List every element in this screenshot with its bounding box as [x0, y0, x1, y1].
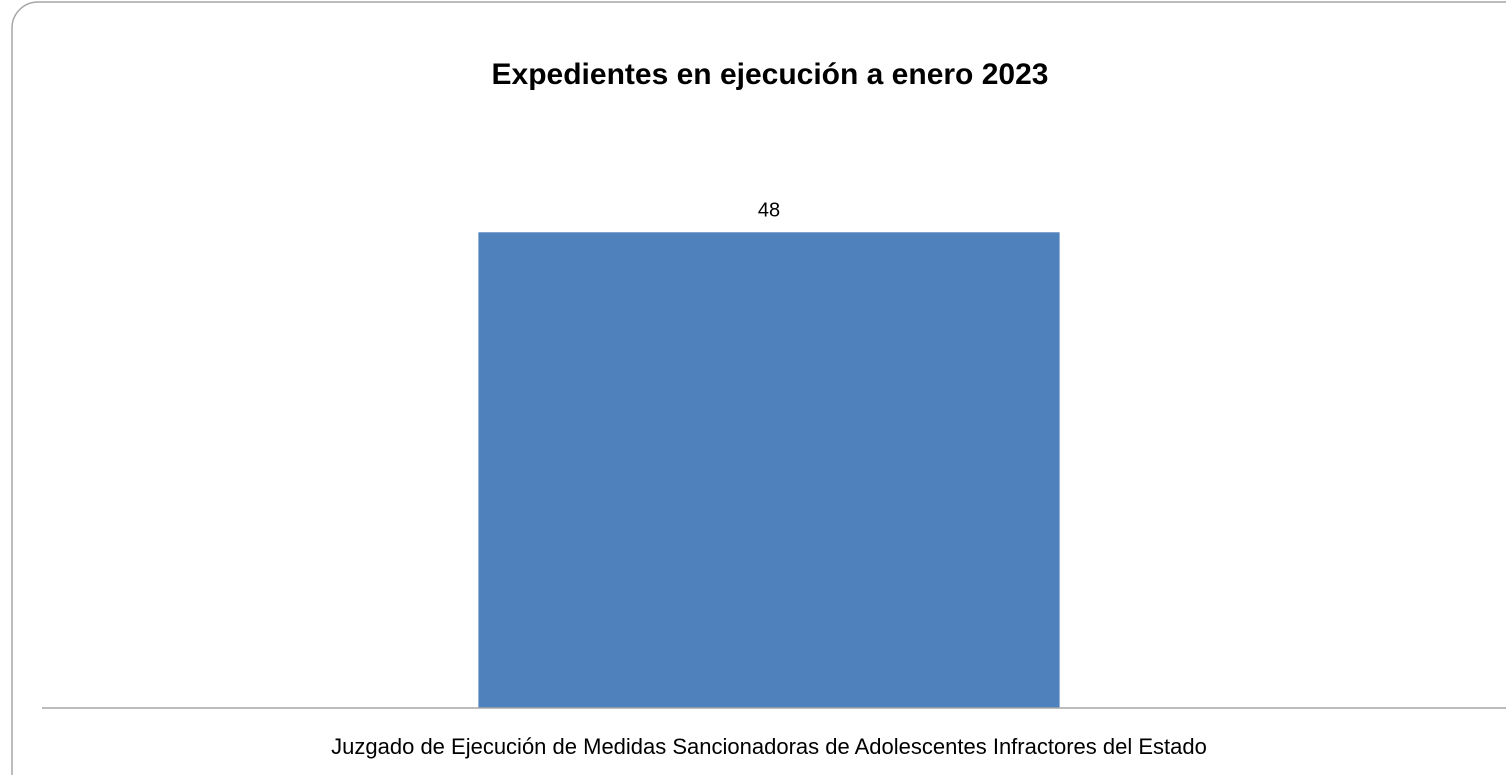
bar — [478, 232, 1060, 709]
category-labels: Juzgado de Ejecución de Medidas Sanciona… — [331, 734, 1207, 759]
bars: 48 — [478, 199, 1060, 709]
category-label: Juzgado de Ejecución de Medidas Sanciona… — [331, 734, 1207, 759]
bar-data-label: 48 — [758, 199, 780, 221]
chart-title: Expedientes en ejecución a enero 2023 — [492, 58, 1049, 91]
